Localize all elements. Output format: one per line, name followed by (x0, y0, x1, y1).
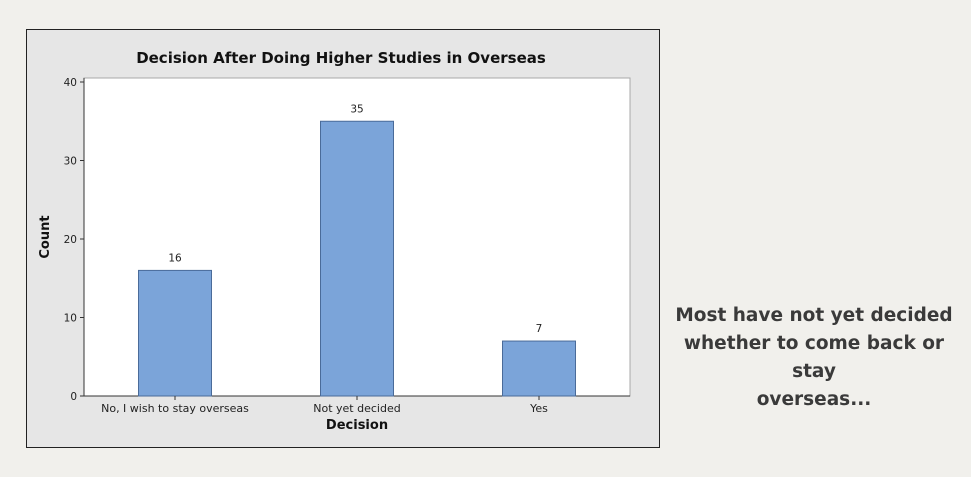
x-tick-label: No, I wish to stay overseas (101, 402, 249, 415)
chart-panel: Decision After Doing Higher Studies in O… (26, 29, 660, 448)
y-axis-label: Count (38, 215, 53, 258)
caption-line: Most have not yet decided (675, 305, 953, 326)
x-axis-ticks: No, I wish to stay overseas Not yet decid… (101, 396, 548, 415)
y-tick-label: 30 (64, 156, 77, 168)
x-tick-label: Not yet decided (313, 402, 400, 415)
chart-title: Decision After Doing Higher Studies in O… (136, 49, 546, 67)
bars-group: 16 35 7 (138, 103, 576, 397)
bar-chart: Decision After Doing Higher Studies in O… (38, 49, 631, 433)
x-axis-label: Decision (326, 418, 388, 433)
data-label: 16 (168, 252, 182, 264)
caption-line: overseas... (756, 389, 872, 410)
y-axis-ticks: 0 10 20 30 40 (64, 77, 84, 403)
bar (138, 269, 212, 397)
bar (320, 120, 394, 397)
bar (502, 340, 576, 397)
y-tick-label: 10 (64, 313, 77, 325)
caption-line: whether to come back or stay (683, 333, 945, 382)
data-label: 35 (350, 103, 363, 115)
chart-caption: Most have not yet decided whether to com… (664, 302, 964, 414)
x-tick-label: Yes (529, 402, 548, 415)
y-tick-label: 40 (64, 77, 77, 89)
y-tick-label: 0 (70, 391, 77, 403)
data-label: 7 (536, 323, 543, 335)
y-tick-label: 20 (64, 234, 77, 246)
